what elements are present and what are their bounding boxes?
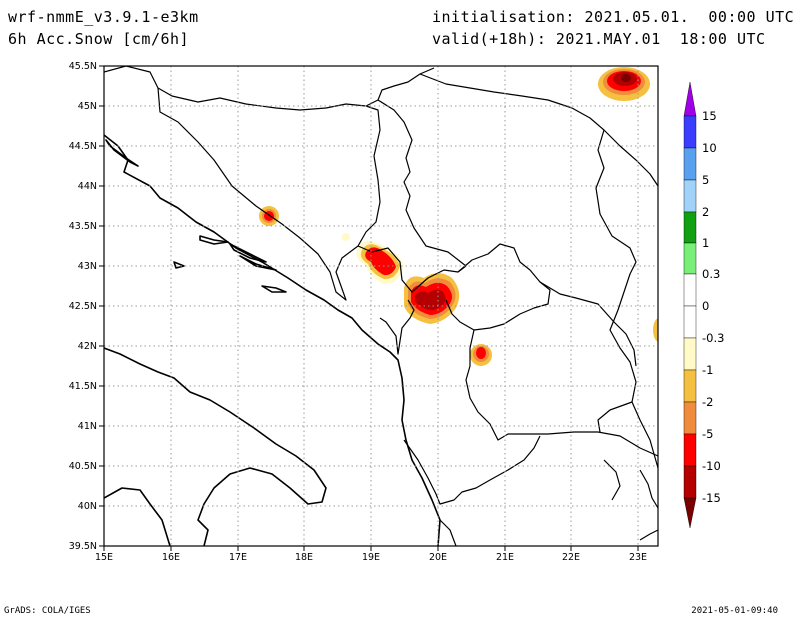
colorbar-label: -5 [702, 427, 713, 441]
colorbar-label: 0 [702, 299, 709, 313]
lon-tick-label: 23E [629, 552, 647, 563]
map-grid [104, 66, 658, 546]
init-time: initialisation: 2021.05.01. 00:00 UTC [432, 8, 795, 26]
colorbar-segment [683, 179, 697, 213]
lon-tick-label: 20E [429, 552, 447, 563]
borders [104, 66, 658, 546]
snow-blob-romania [598, 67, 650, 101]
colorbar-label: -0.3 [702, 331, 724, 345]
lat-tick-label: 43.5N [69, 221, 97, 232]
colorbar-segment [683, 242, 697, 275]
lat-tick-label: 44.5N [69, 141, 97, 152]
lat-tick-label: 42N [78, 341, 97, 352]
snow-blob-east-edge [653, 318, 658, 342]
lon-tick-label: 22E [562, 552, 580, 563]
colorbar-segment [683, 465, 697, 499]
lat-tick-label: 45.5N [69, 61, 97, 72]
colorbar-label: -2 [702, 395, 713, 409]
lon-tick-label: 18E [295, 552, 313, 563]
valid-time: valid(+18h): 2021.MAY.01 18:00 UTC [432, 30, 766, 48]
colorbar-label: 2 [702, 205, 709, 219]
axis-ticks [99, 65, 639, 551]
colorbar-label: -15 [702, 491, 721, 505]
colorbar-label: -10 [702, 459, 721, 473]
field-title: 6h Acc.Snow [cm/6h] [8, 30, 190, 48]
lat-tick-label: 42.5N [69, 301, 97, 312]
colorbar-segment [683, 401, 697, 435]
colorbar-top-arrow [683, 81, 697, 117]
lon-tick-label: 17E [229, 552, 247, 563]
lon-tick-label: 16E [162, 552, 180, 563]
colorbar-label: 15 [702, 109, 717, 123]
colorbar-segment [683, 273, 697, 307]
colorbar-label: 5 [702, 173, 709, 187]
lon-tick-labels: 15E 16E 17E 18E 19E 20E 21E 22E 23E [95, 552, 647, 563]
snow-blob-macedonia [470, 344, 492, 366]
map-area [104, 66, 658, 546]
lat-tick-label: 45N [78, 101, 97, 112]
lat-tick-label: 43N [78, 261, 97, 272]
lat-tick-label: 41N [78, 421, 97, 432]
snow-fields [259, 67, 658, 366]
colorbar-segment [683, 115, 697, 149]
colorbar-bottom-arrow [683, 497, 697, 529]
lat-tick-labels: 39.5N 40N 40.5N 41N 41.5N 42N 42.5N 43N … [69, 61, 97, 552]
colorbar-label: 0.3 [702, 267, 720, 281]
lat-tick-label: 44N [78, 181, 97, 192]
colorbar-label: -1 [702, 363, 713, 377]
coastlines [104, 134, 441, 546]
colorbar-segment [683, 211, 697, 244]
credit-text: GrADS: COLA/IGES [4, 606, 91, 616]
lon-tick-label: 21E [496, 552, 514, 563]
snow-blob-bosnia [259, 206, 279, 226]
lon-tick-label: 19E [362, 552, 380, 563]
colorbar-segment [683, 369, 697, 403]
colorbar-segment [683, 305, 697, 339]
snow-dot [342, 233, 350, 241]
lon-tick-label: 15E [95, 552, 113, 563]
map-frame [103, 65, 659, 547]
colorbar-label: 10 [702, 141, 717, 155]
lat-tick-label: 40.5N [69, 461, 97, 472]
colorbar-label: 1 [702, 236, 709, 250]
timestamp-text: 2021-05-01-09:40 [691, 606, 778, 616]
lat-tick-label: 39.5N [69, 541, 97, 552]
colorbar-segment [683, 337, 697, 371]
lat-tick-label: 41.5N [69, 381, 97, 392]
colorbar-segment [683, 433, 697, 467]
model-title: wrf-nmmE_v3.9.1-e3km [8, 8, 199, 26]
snow-blob-albania [404, 273, 460, 324]
snow-blob-montenegro [356, 240, 404, 284]
lat-tick-label: 40N [78, 501, 97, 512]
colorbar: 15 10 5 2 1 0.3 0 -0.3 -1 -2 -5 -10 -15 [683, 81, 724, 529]
colorbar-labels: 15 10 5 2 1 0.3 0 -0.3 -1 -2 -5 -10 -15 [702, 109, 724, 505]
colorbar-segment [683, 147, 697, 181]
